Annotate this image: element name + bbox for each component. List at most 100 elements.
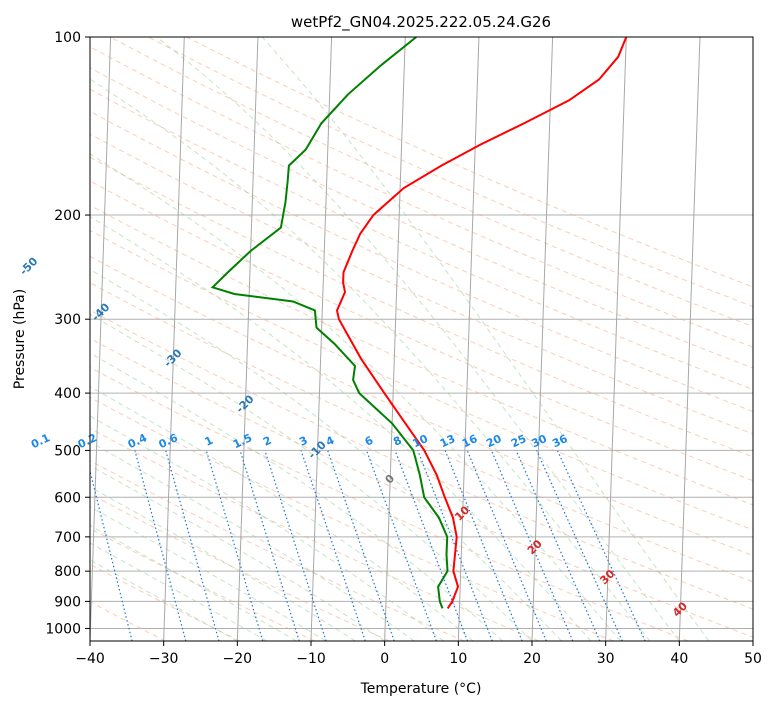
- mixing-ratio-line: [134, 450, 187, 641]
- x-axis: −40 −30 −20 −10 0 10 20 30 40 50: [75, 641, 762, 667]
- x-tick-label: −20: [223, 651, 253, 667]
- dry-adiabat-line: [90, 309, 753, 610]
- y-tick-label: 600: [54, 490, 81, 506]
- isotherm-line: [90, 37, 112, 641]
- background-lines: [90, 37, 753, 641]
- series-layer: [210, 37, 628, 609]
- isotherm-line: [384, 37, 406, 641]
- isotherm-label: 30: [597, 567, 617, 587]
- dry-adiabat-line: [90, 563, 241, 641]
- x-tick-label: 10: [449, 651, 467, 667]
- dry-adiabat-line: [90, 396, 614, 641]
- moist-adiabat-line: [90, 415, 444, 641]
- mixing-ratio-label: 16: [460, 432, 480, 450]
- dry-adiabat-line: [90, 460, 465, 641]
- chart-title: wetPf2_GN04.2025.222.05.24.G26: [291, 13, 551, 32]
- mixing-ratio-label: 30: [529, 432, 549, 450]
- isotherm-label: -20: [233, 392, 256, 415]
- x-tick-label: 30: [597, 651, 615, 667]
- x-tick-label: −30: [149, 651, 179, 667]
- mixing-ratio-line: [165, 450, 220, 641]
- mixing-ratio-line: [205, 450, 264, 641]
- y-tick-label: 1000: [45, 621, 81, 637]
- isotherm-label: 20: [525, 537, 545, 557]
- dry-adiabat-line: [90, 493, 390, 641]
- isotherm-label: 40: [670, 599, 690, 619]
- mixing-ratio-line: [327, 450, 395, 641]
- mixing-ratio-line: [90, 468, 133, 641]
- y-tick-label: 700: [54, 530, 81, 546]
- mixing-ratio-label: 1: [203, 434, 215, 449]
- mixing-ratio-line: [536, 450, 623, 641]
- dry-adiabat-line: [109, 37, 753, 328]
- isotherm-line: [678, 37, 701, 641]
- y-tick-label: 200: [54, 208, 81, 224]
- y-tick-label: 100: [54, 30, 81, 46]
- dry-adiabat-line: [90, 110, 753, 413]
- x-tick-label: −10: [296, 651, 326, 667]
- mixing-ratio-line: [515, 450, 601, 641]
- moist-adiabat-line: [90, 78, 651, 641]
- x-tick-label: 20: [523, 651, 541, 667]
- mixing-ratio-label: 2: [261, 434, 273, 449]
- y-tick-label: 900: [54, 594, 81, 610]
- mixing-ratio-label: 36: [550, 432, 570, 450]
- moist-adiabat-line: [90, 542, 268, 641]
- y-axis: 100 200 300 400 500 600 700 800 900 1000: [45, 30, 90, 637]
- isotherm-label: -50: [17, 254, 40, 277]
- mixing-ratio-label: 0.4: [126, 431, 149, 451]
- dry-adiabat-line: [90, 337, 753, 638]
- isopleth-labels: -100-90-80-70-60-50-40-30-20-10010203040…: [17, 254, 690, 619]
- isotherm-line: [605, 37, 627, 641]
- mixing-ratio-label: 6: [363, 434, 376, 449]
- mixing-ratio-label: 3: [297, 434, 309, 449]
- series-line-1: [210, 37, 449, 609]
- isotherm-line: [457, 37, 480, 641]
- series-line-0: [335, 37, 628, 609]
- isotherm-line: [531, 37, 554, 641]
- dry-adiabat-line: [186, 37, 753, 288]
- moist-adiabat-line: [261, 37, 710, 641]
- isotherm-line: [310, 37, 333, 641]
- isotherm-label: 10: [452, 503, 472, 523]
- dry-adiabat-line: [90, 282, 753, 583]
- moist-adiabat-line: [90, 441, 415, 641]
- dry-adiabat-line: [148, 37, 753, 308]
- y-tick-label: 800: [54, 564, 81, 580]
- dry-adiabat-line: [90, 366, 689, 641]
- y-tick-label: 400: [54, 386, 81, 402]
- moist-adiabat-line: [90, 486, 356, 641]
- isotherm-line: [236, 37, 259, 641]
- x-tick-label: 40: [670, 651, 688, 667]
- dry-adiabat-line: [90, 67, 753, 369]
- mixing-ratio-line: [300, 450, 366, 641]
- mixing-ratio-line: [264, 450, 327, 641]
- dry-adiabat-line: [90, 255, 753, 557]
- moist-adiabat-line: [90, 464, 385, 641]
- isotherm-line: [163, 37, 185, 641]
- mixing-ratio-label: 0.1: [29, 431, 52, 451]
- mixing-ratio-line: [365, 450, 437, 641]
- mixing-ratio-line: [239, 450, 300, 641]
- x-axis-label: Temperature (°C): [360, 681, 482, 697]
- moist-adiabat-line: [90, 216, 592, 641]
- x-tick-label: −40: [75, 651, 105, 667]
- y-axis-label: Pressure (hPa): [12, 289, 28, 389]
- y-tick-label: 300: [54, 312, 81, 328]
- moist-adiabat-line: [90, 352, 503, 641]
- mixing-ratio-line: [490, 450, 574, 641]
- isotherm-line: [752, 626, 753, 641]
- moist-adiabat-line: [156, 37, 680, 641]
- moist-adiabat-line: [90, 153, 621, 641]
- plot-frame: [89, 36, 754, 642]
- dry-adiabat-line: [90, 427, 539, 641]
- mixing-ratio-label: 10: [411, 432, 431, 450]
- x-tick-label: 0: [380, 651, 389, 667]
- dry-adiabat-line: [90, 180, 753, 482]
- y-tick-label: 500: [54, 443, 81, 459]
- mixing-ratio-label: 13: [438, 432, 457, 450]
- dry-adiabat-line: [90, 133, 753, 435]
- mixing-ratio-label: 20: [484, 432, 504, 450]
- dry-adiabat-line: [90, 46, 753, 348]
